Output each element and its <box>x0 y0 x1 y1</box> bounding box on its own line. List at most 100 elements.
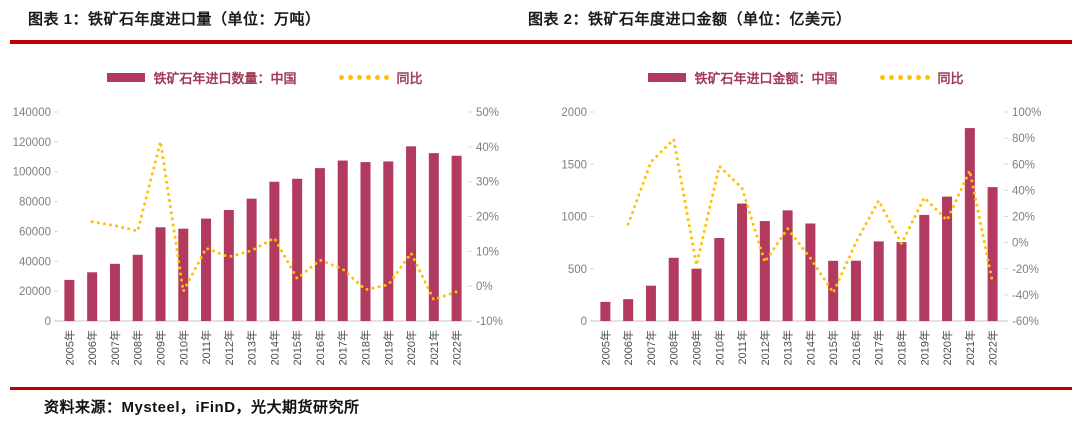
x-tick-label: 2005年 <box>598 330 612 365</box>
y-right-tick-label: 100% <box>1012 107 1041 119</box>
x-tick-label: 2019年 <box>917 330 931 365</box>
y-left-tick-label: 0 <box>581 316 587 328</box>
y-left-tick-label: 0 <box>45 316 51 328</box>
x-tick-label: 2007年 <box>644 330 658 365</box>
x-tick-label: 2014年 <box>267 330 281 365</box>
bar-2013年 <box>246 198 257 321</box>
y-right-tick-label: 20% <box>1012 212 1035 224</box>
x-tick-label: 2021年 <box>427 330 441 365</box>
y-right-tick-label: 0% <box>476 281 493 293</box>
y-right-tick-label: 60% <box>1012 159 1035 171</box>
x-tick-label: 2010年 <box>712 330 726 365</box>
x-tick-label: 2018年 <box>895 330 909 365</box>
bar-2015年 <box>292 178 303 321</box>
line-series-legend-swatch <box>879 74 930 80</box>
y-left-tick-label: 20000 <box>19 286 51 298</box>
bar-2005年 <box>64 279 75 321</box>
bar-2019年 <box>919 214 930 321</box>
y-left-tick-label: 40000 <box>19 256 51 268</box>
y-right-tick-label: 40% <box>476 142 499 154</box>
charts-row: 铁矿石年进口数量：中国 同比 140000 120000 100000 80000 60… <box>0 60 1080 390</box>
y-right-tick-label: -20% <box>1012 264 1039 276</box>
chart1: 铁矿石年进口数量：中国 同比 140000 120000 100000 80000 60… <box>0 60 530 390</box>
bar-2022年 <box>987 187 998 321</box>
y-left-tick-label: 80000 <box>19 197 51 209</box>
x-tick-label: 2012年 <box>758 330 772 365</box>
bar-2008年 <box>132 254 143 321</box>
chart1-legend: 铁矿石年进口数量：中国 同比 <box>0 66 530 88</box>
x-tick-label: 2008年 <box>131 330 145 365</box>
chart2-plot: 2000 1500 1000 500 0 100% 80% 60% 40% 20% 0% -20% -4… <box>561 107 1041 365</box>
x-tick-label: 2014年 <box>803 330 817 365</box>
chart1-plot: 140000 120000 100000 80000 60000 40000 20000 0 5… <box>13 107 503 365</box>
line-series-legend-label: 同比 <box>396 70 423 86</box>
y-right-tick-label: 80% <box>1012 133 1035 145</box>
bar-2006年 <box>623 299 634 321</box>
bar-2020年 <box>406 146 417 321</box>
bar-2017年 <box>873 241 884 321</box>
bar-2011年 <box>201 218 212 321</box>
x-tick-label: 2022年 <box>450 330 464 365</box>
chart2-title: 图表 2：铁矿石年度进口金额（单位：亿美元） <box>528 11 852 28</box>
x-tick-label: 2020年 <box>940 330 954 365</box>
yoy-dotted-line <box>626 137 995 295</box>
x-tick-label: 2012年 <box>222 330 236 365</box>
bar-2020年 <box>942 196 953 321</box>
bar-2012年 <box>759 221 770 321</box>
x-tick-label: 2015年 <box>826 330 840 365</box>
y-right-tick-label: 10% <box>476 246 499 258</box>
bar-2014年 <box>805 223 816 321</box>
x-tick-label: 2009年 <box>690 330 704 365</box>
bar-2019年 <box>383 161 394 321</box>
bar-2011年 <box>737 203 748 321</box>
y-left-tick-label: 60000 <box>19 226 51 238</box>
data-source-note: 资料来源：Mysteel，iFinD，光大期货研究所 <box>44 399 360 416</box>
y-right-tick-label: 50% <box>476 107 499 119</box>
y-right-tick-label: 40% <box>1012 185 1035 197</box>
bar-2018年 <box>360 162 371 321</box>
line-series-legend-label: 同比 <box>937 70 964 86</box>
x-tick-label: 2006年 <box>85 330 99 365</box>
x-tick-label: 2018年 <box>359 330 373 365</box>
y-right-tick-label: -60% <box>1012 316 1039 328</box>
bar-2007年 <box>645 285 656 321</box>
chart1-title: 图表 1：铁矿石年度进口量（单位：万吨） <box>28 11 321 28</box>
chart2: 铁矿石年进口金额：中国 同比 2000 1500 1000 500 0 100% 80% 60… <box>536 60 1076 390</box>
y-right-tick-label: 0% <box>1012 238 1029 250</box>
x-tick-label: 2011年 <box>735 330 749 365</box>
x-tick-label: 2022年 <box>986 330 1000 365</box>
y-left-tick-label: 2000 <box>561 107 587 119</box>
y-left-tick-label: 100000 <box>13 167 51 179</box>
y-left-tick-label: 1000 <box>561 212 587 224</box>
bar-2007年 <box>109 263 120 321</box>
x-tick-label: 2016年 <box>313 330 327 365</box>
bar-2018年 <box>896 242 907 321</box>
x-tick-label: 2021年 <box>963 330 977 365</box>
x-tick-label: 2016年 <box>849 330 863 365</box>
bottom-divider-rule <box>10 387 1072 390</box>
y-left-tick-label: 120000 <box>13 137 51 149</box>
bar-2021年 <box>964 128 975 321</box>
bar-2008年 <box>668 257 679 321</box>
top-divider-rule <box>10 40 1072 44</box>
y-right-tick-label: 30% <box>476 177 499 189</box>
x-tick-label: 2017年 <box>872 330 886 365</box>
x-tick-label: 2015年 <box>290 330 304 365</box>
bar-2017年 <box>337 160 348 321</box>
x-tick-label: 2011年 <box>199 330 213 365</box>
x-tick-label: 2013年 <box>781 330 795 365</box>
bar-2016年 <box>850 260 861 321</box>
bar-2009年 <box>691 268 702 321</box>
x-tick-label: 2009年 <box>154 330 168 365</box>
x-tick-label: 2013年 <box>245 330 259 365</box>
bar-2009年 <box>155 227 166 321</box>
x-tick-label: 2017年 <box>336 330 350 365</box>
y-left-tick-label: 140000 <box>13 107 51 119</box>
y-right-tick-label: -40% <box>1012 290 1039 302</box>
bar-series-legend-label: 铁矿石年进口金额：中国 <box>694 70 838 86</box>
bar-series-legend-label: 铁矿石年进口数量：中国 <box>153 70 297 86</box>
bar-2010年 <box>178 228 189 321</box>
x-tick-label: 2005年 <box>62 330 76 365</box>
x-tick-label: 2007年 <box>108 330 122 365</box>
